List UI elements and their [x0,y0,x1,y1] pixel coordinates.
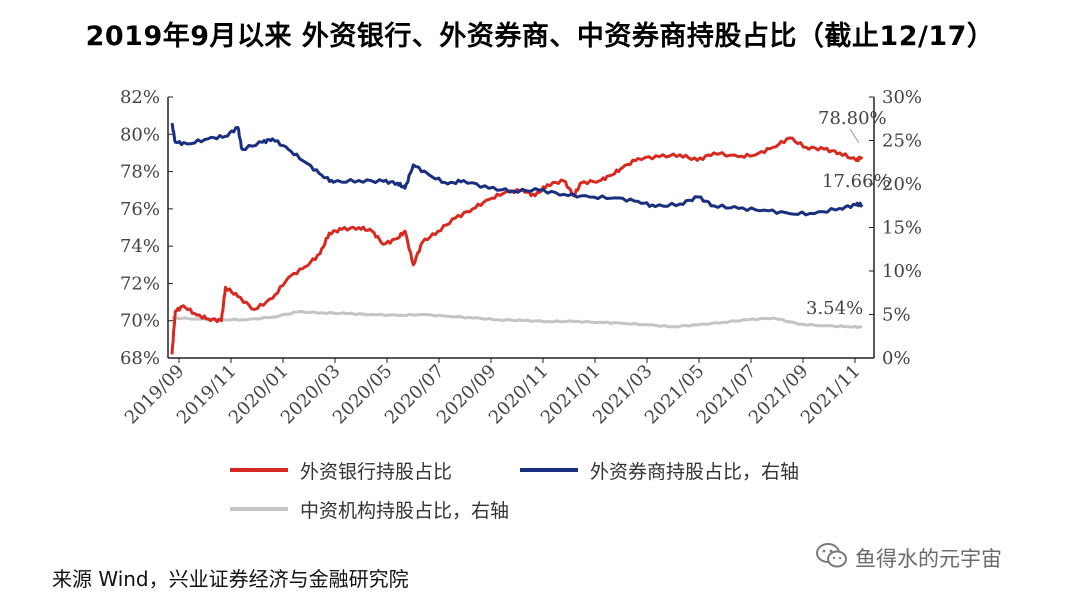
series-line-foreign-broker [170,122,864,217]
left-tick-label: 70% [120,311,160,332]
legend-label-domestic-institution: 中资机构持股占比，右轴 [300,500,510,522]
source-note: 来源 Wind，兴业证券经济与金融研究院 [52,567,409,591]
left-tick-label: 80% [120,124,160,145]
legend-swatch-domestic-institution [230,507,288,511]
watermark: 鱼得水的元宇宙 [815,539,1065,573]
legend-label-foreign-bank: 外资银行持股占比 [300,461,453,483]
series-line-foreign-bank [170,136,864,355]
right-tick-label: 5% [882,305,911,326]
annotation-foreign-broker-last: 17.66% [822,171,891,192]
right-tick-label: 10% [882,261,922,282]
right-tick-label: 25% [882,131,922,152]
chart-title: 2019年9月以来 外资银行、外资券商、中资券商持股占比（截止12/17） [85,21,995,52]
left-tick-label: 82% [120,87,160,108]
watermark-text: 鱼得水的元宇宙 [855,547,1002,571]
right-tick-label: 30% [882,87,922,108]
right-tick-label: 15% [882,218,922,239]
annotation-domestic-last: 3.54% [806,298,863,319]
right-tick-label: 20% [882,174,922,195]
left-tick-label: 68% [120,348,160,369]
left-tick-label: 74% [120,236,160,257]
left-tick-label: 72% [120,273,160,294]
annotation-foreign-bank-last: 78.80% [818,108,887,129]
legend-label-foreign-broker: 外资券商持股占比，右轴 [590,461,800,483]
annotation-leader-line [849,128,860,144]
wechat-icon [816,543,847,568]
legend-swatch-foreign-bank [230,468,288,472]
left-tick-label: 78% [120,162,160,183]
right-tick-label: 0% [882,348,911,369]
legend-swatch-foreign-broker [520,468,578,472]
left-tick-label: 76% [120,199,160,220]
series-line-domestic-institution [171,309,863,330]
